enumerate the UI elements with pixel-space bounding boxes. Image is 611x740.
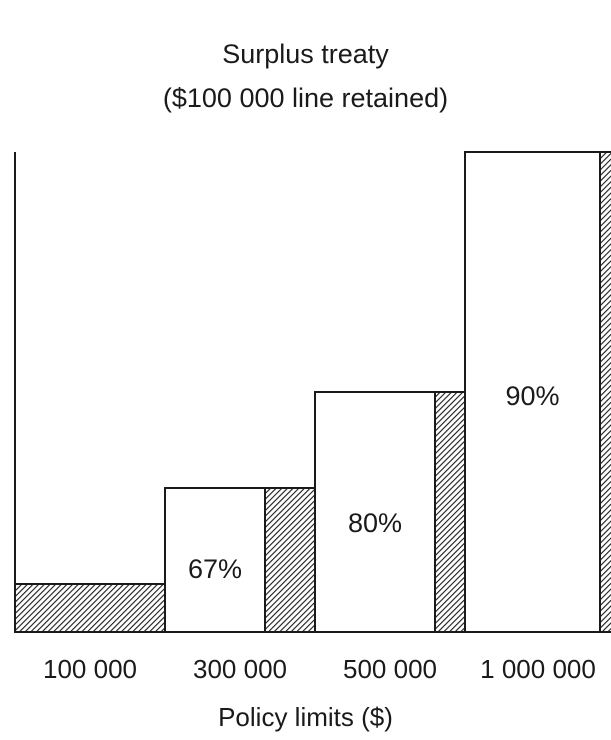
x-tick-label: 300 000 (193, 654, 287, 684)
chart-subtitle: ($100 000 line retained) (162, 83, 449, 113)
chart-title: Surplus treaty (222, 39, 389, 69)
ceded-pct-label-1: 67% (188, 554, 242, 584)
x-axis-label: Policy limits ($) (218, 702, 393, 732)
retained-bar-2 (434, 391, 466, 633)
retained-bar-3 (599, 151, 611, 633)
retained-bar-1 (264, 487, 316, 633)
x-tick-label: 500 000 (343, 654, 437, 684)
ceded-pct-label-2: 80% (348, 508, 402, 538)
ceded-pct-label-3: 90% (505, 381, 559, 411)
retained-bar-0 (14, 583, 166, 633)
x-tick-label: 1 000 000 (480, 654, 596, 684)
ceded-bar-3 (464, 151, 601, 633)
x-tick-label: 100 000 (43, 654, 137, 684)
